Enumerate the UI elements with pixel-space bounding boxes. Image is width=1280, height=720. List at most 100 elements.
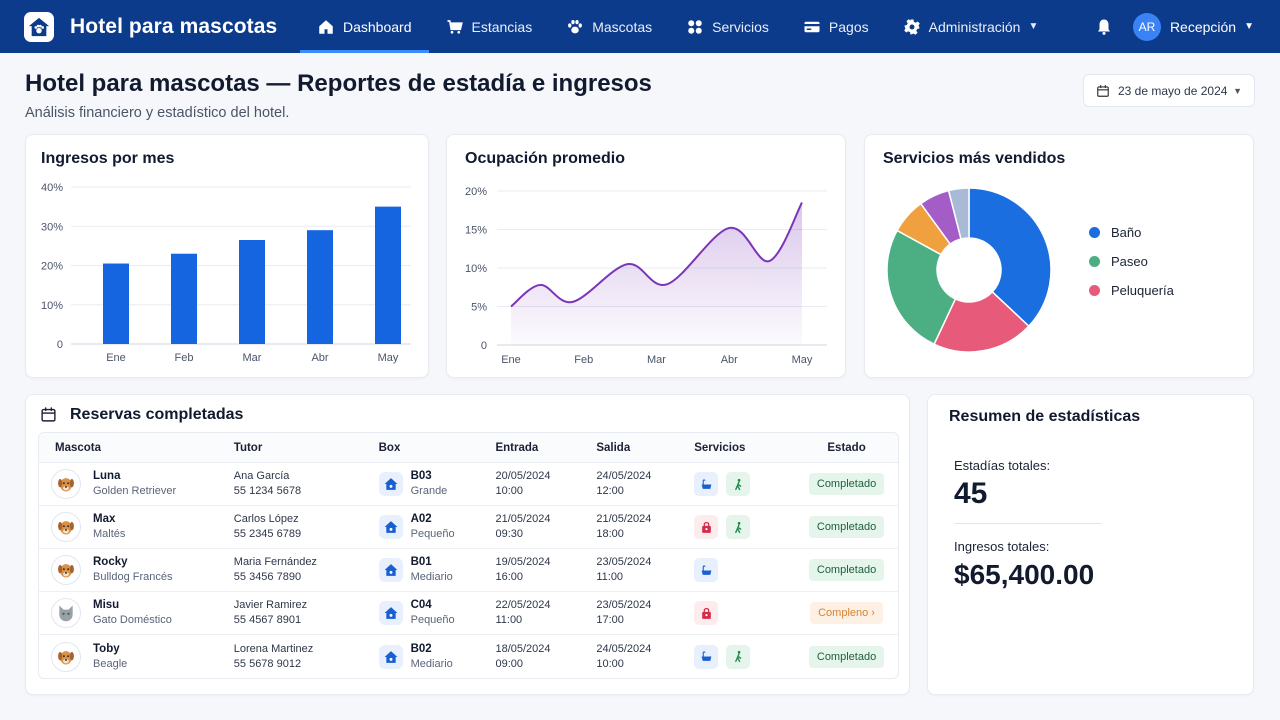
box-cell: B03 Grande	[378, 469, 496, 499]
checkin-time: 10:00	[495, 485, 523, 497]
pet-name: Max	[93, 513, 116, 525]
tutor-phone: 55 3456 7890	[233, 571, 302, 583]
services-cell	[694, 515, 795, 539]
table-body: Luna Golden Retriever Ana García 55 1234…	[39, 463, 898, 678]
dog-icon	[51, 512, 81, 542]
col-salida[interactable]: Salida	[596, 441, 631, 454]
y-tick-label: 0	[57, 339, 63, 351]
x-tick-label: Mar	[647, 354, 666, 366]
stays-label: Estadías totales:	[954, 458, 1051, 473]
legend-label: Baño	[1111, 225, 1142, 240]
nav-mascotas[interactable]: Mascotas	[549, 0, 669, 53]
status-badge: Completado	[808, 645, 885, 668]
status-cell: Compleno ›	[795, 602, 898, 624]
nav-dashboard[interactable]: Dashboard	[300, 0, 429, 53]
col-entrada[interactable]: Entrada	[495, 441, 539, 454]
area-fill	[511, 202, 802, 345]
table-row[interactable]: Luna Golden Retriever Ana García 55 1234…	[39, 463, 898, 506]
services-donut-chart	[886, 187, 1052, 353]
nav-estancias[interactable]: Estancias	[429, 0, 550, 53]
table-row[interactable]: Toby Beagle Lorena Martinez 55 5678 9012…	[39, 635, 898, 678]
tutor-phone: 55 4567 8901	[233, 614, 302, 626]
status-cell: Completado	[795, 645, 898, 668]
calendar-icon	[41, 407, 56, 422]
nav-administracion[interactable]: Administración ▼	[886, 0, 1056, 53]
nav-estancias-label: Estancias	[471, 18, 533, 35]
occupancy-line	[510, 202, 803, 308]
nav-pagos-label: Pagos	[828, 18, 869, 35]
tutor-name: Carlos López	[233, 513, 299, 525]
checkin-cell: 22/05/2024 11:00	[495, 598, 596, 628]
checkin-time: 09:30	[495, 528, 523, 540]
bath-icon	[694, 472, 719, 496]
pet-name: Toby	[93, 642, 120, 655]
checkin-date: 20/05/2024	[495, 470, 551, 482]
table-row[interactable]: Max Maltés Carlos López 55 2345 6789 A02…	[39, 506, 898, 549]
checkout-time: 11:00	[596, 571, 624, 583]
pie-slice	[886, 229, 957, 346]
brand[interactable]: Hotel para mascotas	[0, 0, 300, 53]
pet-cell: Rocky Bulldog Francés	[39, 555, 234, 585]
pet-name: Misu	[93, 599, 120, 611]
box-size: Mediario	[410, 657, 453, 670]
income-value: $65,400.00	[954, 559, 1095, 590]
col-tutor[interactable]: Tutor	[233, 441, 263, 454]
box-size: Mediario	[410, 571, 453, 583]
checkin-time: 11:00	[495, 614, 523, 626]
legend-item-peluqueria: Peluquería	[1089, 283, 1174, 298]
reservations-table: Mascota Tutor Box Entrada Salida Servici…	[38, 432, 899, 679]
checkout-time: 10:00	[596, 657, 624, 670]
status-badge: Completado	[808, 516, 885, 538]
legend-label: Paseo	[1111, 254, 1148, 269]
checkin-date: 18/05/2024	[495, 642, 551, 655]
user-name[interactable]: Recepción	[1169, 18, 1237, 35]
page-title: Hotel para mascotas — Reportes de estadí…	[25, 70, 652, 97]
bath-icon	[694, 558, 719, 582]
legend-dot	[1089, 256, 1100, 267]
x-tick-label: May	[378, 352, 399, 364]
chevron-down-icon[interactable]: ▼	[1244, 21, 1254, 32]
checkout-date: 24/05/2024	[596, 470, 652, 482]
pet-name: Rocky	[93, 556, 128, 568]
grooming-icon	[694, 601, 719, 625]
col-estado[interactable]: Estado	[827, 441, 866, 454]
summary-title: Resumen de estadísticas	[949, 408, 1141, 425]
checkout-cell: 23/05/2024 17:00	[596, 598, 694, 628]
checkout-cell: 24/05/2024 10:00	[596, 642, 694, 672]
dog-icon	[51, 469, 81, 499]
services-chart-title: Servicios más vendidos	[883, 150, 1066, 167]
tutor-cell: Ana García 55 1234 5678	[234, 469, 379, 499]
col-mascota[interactable]: Mascota	[55, 441, 102, 454]
col-servicios[interactable]: Servicios	[694, 441, 746, 454]
checkout-time: 17:00	[596, 614, 624, 626]
checkout-time: 18:00	[596, 528, 624, 540]
page-subtitle: Análisis financiero y estadístico del ho…	[25, 105, 290, 121]
avatar[interactable]: AR	[1132, 12, 1161, 41]
table-row[interactable]: Rocky Bulldog Francés Maria Fernández 55…	[39, 549, 898, 592]
bar	[103, 263, 129, 344]
nav-servicios[interactable]: Servicios	[669, 0, 786, 53]
legend-dot	[1089, 285, 1100, 296]
box-cell: B02 Mediario	[378, 642, 496, 672]
services-legend: Baño Paseo Peluquería	[1089, 225, 1174, 312]
services-chart-card: Servicios más vendidos Baño Paseo Peluqu…	[864, 134, 1254, 378]
chevron-down-icon: ▼	[1028, 21, 1039, 32]
bell-icon[interactable]	[1095, 18, 1113, 36]
nav-servicios-label: Servicios	[712, 18, 769, 35]
x-tick-label: Feb	[175, 352, 194, 364]
reservations-title: Reservas completadas	[70, 406, 244, 423]
checkin-time: 16:00	[495, 571, 523, 583]
nav-pagos[interactable]: Pagos	[786, 0, 886, 53]
table-row[interactable]: Misu Gato Doméstico Javier Ramirez 55 45…	[39, 592, 898, 635]
y-tick-label: 20%	[465, 186, 487, 198]
col-box[interactable]: Box	[378, 441, 401, 454]
services-cell	[694, 472, 795, 496]
checkin-date: 22/05/2024	[495, 599, 551, 611]
box-cell: B01 Mediario	[378, 555, 496, 585]
tutor-name: Maria Fernández	[233, 556, 317, 568]
tutor-name: Lorena Martinez	[233, 642, 314, 655]
income-bar-chart: 0 10% 20% 30% 40% Ene Feb Mar Abr May	[41, 182, 411, 364]
date-picker[interactable]: 23 de mayo de 2024 ▼	[1083, 74, 1255, 107]
x-tick-label: Abr	[311, 352, 328, 364]
status-badge: Completado	[808, 473, 885, 495]
